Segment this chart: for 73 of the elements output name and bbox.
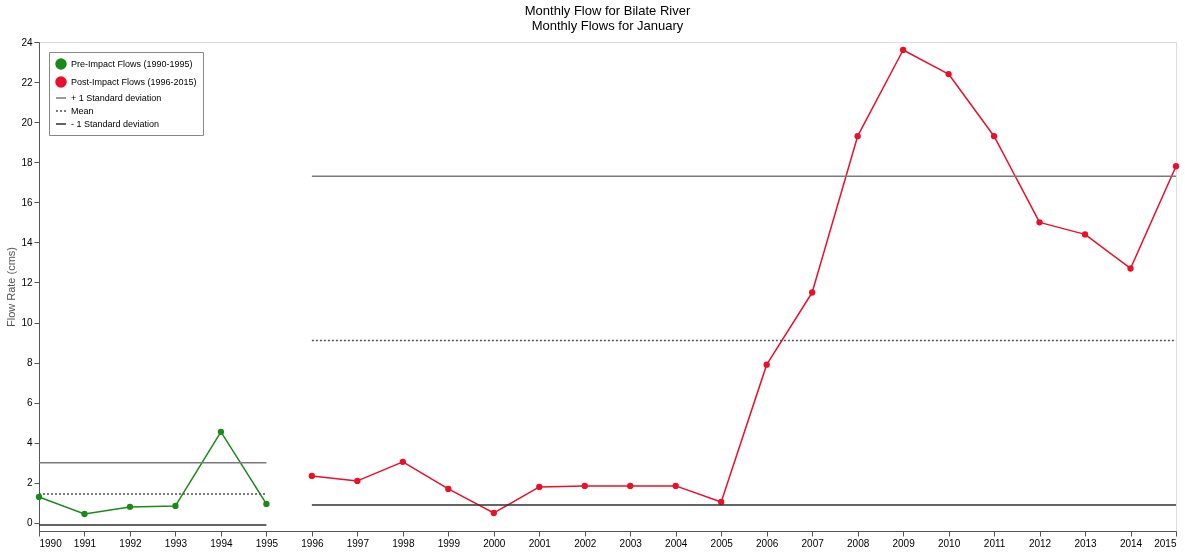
x-tick-label: 2006: [756, 537, 779, 549]
x-tick-label: 1996: [301, 537, 324, 549]
point: [1081, 231, 1089, 238]
x-tick-label: 2014: [1119, 537, 1143, 549]
legend-label: + 1 Standard deviation: [71, 93, 162, 103]
legend-label: - 1 Standard deviation: [71, 119, 160, 129]
x-tick-label: 2008: [847, 537, 870, 549]
point: [990, 133, 998, 140]
legend-label: Mean: [71, 106, 94, 116]
y-tick-label: 0: [26, 517, 33, 529]
y-tick-label: 12: [21, 276, 33, 288]
y-tick-label: 4: [26, 437, 33, 449]
y-tick-label: 8: [26, 357, 33, 369]
point: [899, 46, 907, 54]
x-tick-label: 2000: [483, 537, 506, 549]
point: [172, 502, 179, 510]
x-tick-label: 2015: [1154, 537, 1177, 549]
y-tick-label: 18: [21, 156, 33, 168]
point: [354, 477, 361, 485]
x-tick-label: 2003: [619, 537, 643, 549]
point: [399, 458, 406, 466]
point: [126, 503, 134, 511]
point: [445, 485, 452, 493]
x-tick-label: 2013: [1074, 537, 1098, 549]
point: [308, 472, 316, 480]
chart-subtitle: Monthly Flows for January: [531, 18, 684, 33]
y-tick-label: 10: [21, 317, 33, 329]
point: [809, 289, 816, 296]
x-tick-label: 2005: [710, 537, 734, 549]
x-tick-label: 1990: [39, 537, 63, 549]
point: [581, 482, 588, 490]
x-tick-label: 2012: [1028, 537, 1052, 549]
point: [1172, 163, 1180, 170]
x-tick-label: 2004: [665, 537, 688, 549]
legend-label: Pre-Impact Flows (1990-1995): [71, 59, 193, 69]
point: [945, 70, 952, 78]
point: [627, 482, 634, 490]
x-tick-label: 1995: [255, 537, 279, 549]
point: [763, 361, 770, 368]
y-tick-label: 2: [26, 477, 33, 489]
x-tick-label: 1991: [73, 537, 97, 549]
point: [1127, 265, 1134, 272]
x-tick-label: 2010: [937, 537, 961, 549]
point: [672, 482, 679, 490]
y-tick-label: 16: [21, 196, 33, 208]
x-tick-label: 1997: [346, 537, 370, 549]
y-tick-label: 22: [21, 76, 33, 88]
point: [263, 500, 270, 508]
y-tick-label: 6: [26, 397, 33, 409]
chart-title: Monthly Flow for Bilate River: [524, 3, 691, 18]
point: [718, 498, 725, 506]
point: [536, 483, 543, 491]
legend-label: Post-Impact Flows (1996-2015): [71, 77, 197, 87]
x-tick-label: 2007: [801, 537, 825, 549]
x-tick-label: 1999: [437, 537, 461, 549]
y-axis-title: Flow Rate (cms): [5, 246, 18, 328]
point: [854, 133, 861, 140]
point: [217, 428, 225, 435]
x-tick-label: 2011: [983, 537, 1006, 549]
point: [490, 509, 497, 517]
y-tick-label: 14: [21, 236, 33, 248]
y-tick-label: 20: [21, 116, 33, 128]
x-tick-label: 1998: [392, 537, 415, 549]
x-tick-label: 1992: [119, 537, 143, 549]
point: [1036, 219, 1043, 226]
point: [35, 493, 43, 501]
point: [81, 510, 88, 518]
x-tick-label: 2009: [892, 537, 916, 549]
x-tick-label: 2002: [574, 537, 597, 549]
x-tick-label: 1993: [164, 537, 188, 549]
y-tick-label: 24: [21, 36, 33, 48]
x-tick-label: 2001: [528, 537, 552, 549]
x-tick-label: 1994: [210, 537, 233, 549]
